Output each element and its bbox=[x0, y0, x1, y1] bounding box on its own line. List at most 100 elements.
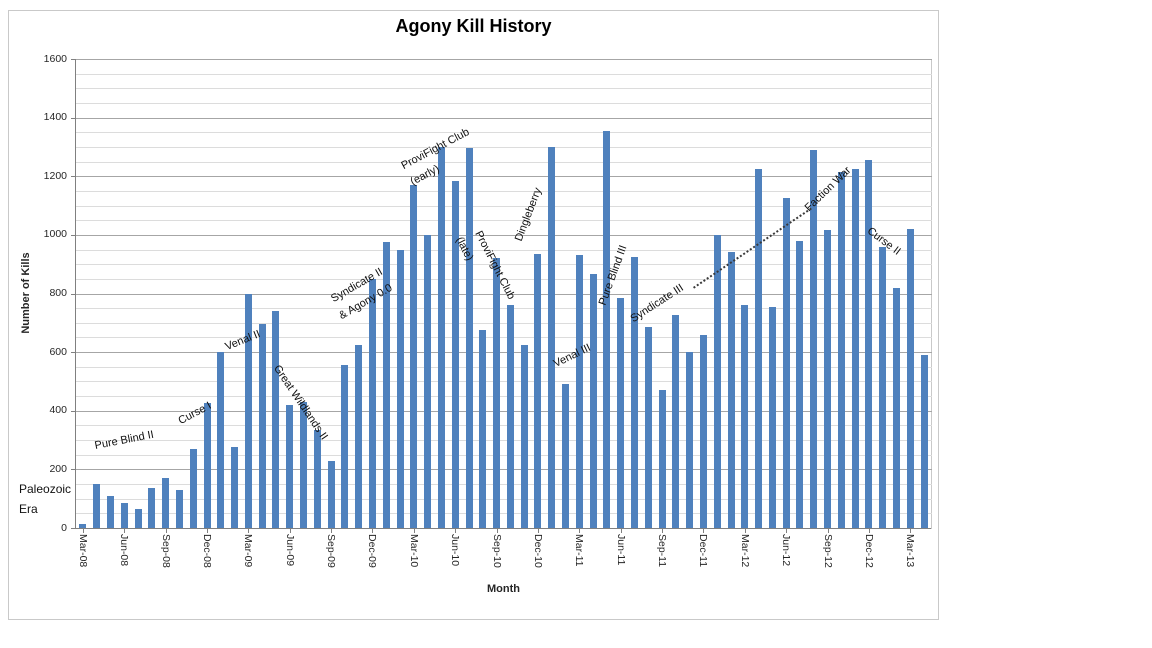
y-axis-title: Number of Kills bbox=[20, 252, 32, 334]
y-axis-tick bbox=[71, 293, 76, 295]
kill-count-bar[interactable] bbox=[713, 234, 721, 528]
kill-count-bar[interactable] bbox=[520, 344, 528, 528]
y-axis-label: 200 bbox=[49, 462, 67, 475]
kill-count-bar[interactable] bbox=[217, 352, 225, 528]
x-axis-label: Jun-12 bbox=[780, 534, 793, 567]
kill-count-bar[interactable] bbox=[437, 146, 445, 528]
kill-count-bar[interactable] bbox=[189, 448, 197, 528]
kill-count-bar[interactable] bbox=[782, 198, 790, 528]
kill-count-bar[interactable] bbox=[631, 256, 638, 528]
kill-count-bar[interactable] bbox=[424, 234, 432, 528]
kill-count-bar[interactable] bbox=[244, 293, 252, 528]
kill-count-bar[interactable] bbox=[768, 306, 776, 528]
x-axis-label: Dec-09 bbox=[366, 534, 379, 568]
kill-count-bar[interactable] bbox=[603, 130, 611, 528]
y-axis-label: 400 bbox=[49, 404, 67, 417]
kill-count-bar[interactable] bbox=[465, 148, 473, 528]
kill-count-bar[interactable] bbox=[879, 246, 887, 528]
y-axis-tick bbox=[71, 176, 76, 178]
minor-gridline bbox=[76, 73, 932, 75]
kill-count-bar[interactable] bbox=[810, 149, 818, 528]
kill-count-bar[interactable] bbox=[148, 488, 156, 528]
y-axis-label: 1200 bbox=[43, 169, 67, 182]
major-gridline bbox=[76, 410, 932, 412]
kill-count-bar[interactable] bbox=[617, 297, 625, 528]
kill-count-bar[interactable] bbox=[506, 305, 514, 528]
kill-count-bar[interactable] bbox=[658, 390, 666, 528]
kill-count-bar[interactable] bbox=[920, 355, 928, 528]
x-axis-tick bbox=[82, 529, 84, 533]
kill-count-bar[interactable] bbox=[396, 249, 404, 528]
kill-count-bar[interactable] bbox=[327, 460, 335, 528]
kill-count-bar[interactable] bbox=[672, 315, 680, 528]
kill-count-bar[interactable] bbox=[865, 160, 873, 528]
kill-count-bar[interactable] bbox=[231, 447, 239, 528]
kill-count-bar[interactable] bbox=[851, 168, 859, 528]
kill-count-bar[interactable] bbox=[120, 503, 128, 528]
x-axis-label: Mar-08 bbox=[76, 534, 89, 568]
kill-count-bar[interactable] bbox=[893, 287, 901, 528]
x-axis-tick bbox=[786, 529, 788, 533]
kill-count-bar[interactable] bbox=[727, 252, 735, 528]
x-axis-label: Sep-09 bbox=[325, 534, 338, 568]
x-axis-label: Sep-10 bbox=[490, 534, 503, 568]
kill-count-bar[interactable] bbox=[575, 255, 583, 528]
x-axis-tick bbox=[744, 529, 746, 533]
minor-gridline bbox=[76, 381, 932, 383]
kill-count-bar[interactable] bbox=[93, 484, 101, 528]
kill-count-bar[interactable] bbox=[410, 185, 418, 528]
kill-count-bar[interactable] bbox=[686, 352, 694, 528]
minor-gridline bbox=[76, 366, 932, 368]
kill-count-bar[interactable] bbox=[313, 429, 321, 528]
kill-count-bar[interactable] bbox=[203, 403, 211, 528]
minor-gridline bbox=[76, 132, 932, 134]
x-axis-tick bbox=[827, 529, 829, 533]
kill-count-bar[interactable] bbox=[906, 229, 914, 528]
minor-gridline bbox=[76, 396, 932, 398]
y-axis-label: 800 bbox=[49, 287, 67, 299]
minor-gridline bbox=[76, 146, 932, 148]
kill-count-bar[interactable] bbox=[562, 384, 570, 528]
kill-count-bar[interactable] bbox=[741, 305, 749, 528]
y-axis-tick bbox=[71, 469, 76, 471]
kill-count-bar[interactable] bbox=[79, 523, 87, 528]
kill-count-bar[interactable] bbox=[286, 404, 294, 528]
agony-kill-history-chart[interactable]: Agony Kill History Number of Kills Month… bbox=[8, 10, 939, 620]
kill-count-bar[interactable] bbox=[106, 495, 114, 528]
kill-count-bar[interactable] bbox=[644, 327, 652, 528]
kill-count-bar[interactable] bbox=[451, 180, 459, 528]
kill-count-bar[interactable] bbox=[134, 508, 142, 528]
kill-count-bar[interactable] bbox=[534, 253, 542, 528]
major-gridline bbox=[76, 469, 932, 471]
kill-count-bar[interactable] bbox=[824, 230, 832, 528]
kill-count-bar[interactable] bbox=[341, 365, 349, 528]
minor-gridline bbox=[76, 205, 932, 207]
kill-count-bar[interactable] bbox=[175, 489, 183, 528]
kill-count-bar[interactable] bbox=[355, 344, 363, 528]
kill-count-bar[interactable] bbox=[699, 334, 707, 528]
kill-count-bar[interactable] bbox=[258, 324, 266, 528]
y-axis-tick bbox=[71, 234, 76, 236]
x-axis-tick bbox=[703, 529, 705, 533]
kill-count-bar[interactable] bbox=[796, 240, 804, 528]
kill-count-bar[interactable] bbox=[368, 278, 376, 528]
x-axis-tick bbox=[910, 529, 912, 533]
y-axis-label: 1600 bbox=[43, 52, 67, 65]
x-axis-tick bbox=[496, 529, 498, 533]
kill-count-bar[interactable] bbox=[589, 274, 597, 528]
minor-gridline bbox=[76, 513, 932, 515]
kill-count-bar[interactable] bbox=[548, 146, 556, 528]
kill-count-bar[interactable] bbox=[300, 401, 308, 528]
annotation-paleozoic-era-line1: Paleozoic bbox=[19, 482, 72, 496]
kill-count-bar[interactable] bbox=[493, 258, 501, 528]
kill-count-bar[interactable] bbox=[272, 311, 280, 528]
kill-count-bar[interactable] bbox=[755, 168, 763, 528]
kill-count-bar[interactable] bbox=[837, 171, 845, 528]
kill-count-bar[interactable] bbox=[382, 242, 390, 528]
y-axis-tick bbox=[71, 410, 76, 412]
kill-count-bar[interactable] bbox=[479, 330, 487, 528]
x-axis-label: Mar-11 bbox=[573, 534, 586, 567]
minor-gridline bbox=[76, 249, 932, 251]
kill-count-bar[interactable] bbox=[162, 478, 170, 528]
x-axis-tick bbox=[124, 529, 126, 533]
